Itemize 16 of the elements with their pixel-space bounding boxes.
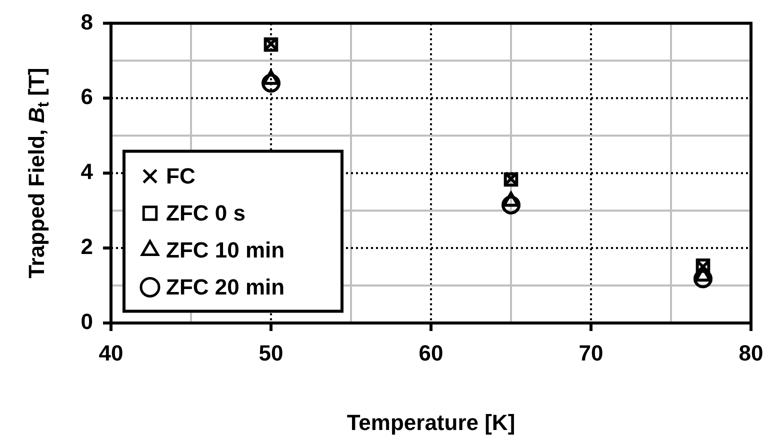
legend-label: ZFC 0 s: [166, 200, 246, 226]
x-tick-label: 70: [578, 340, 604, 366]
x-tick-label: 60: [418, 340, 444, 366]
legend-label: FC: [166, 163, 196, 188]
legend-label: ZFC 20 min: [166, 274, 285, 300]
x-tick-label: 40: [98, 340, 124, 366]
y-axis-title: Trapped Field, Bt [T]: [24, 68, 52, 278]
y-tick-label: 8: [80, 9, 93, 34]
x-tick-label: 80: [738, 340, 764, 366]
y-tick-label: 0: [80, 309, 93, 334]
x-tick-label: 50: [258, 340, 284, 366]
y-tick-label: 2: [80, 234, 93, 260]
x-axis-title: Temperature [K]: [346, 410, 516, 435]
y-tick-label: 6: [80, 84, 93, 110]
legend-label: ZFC 10 min: [166, 237, 285, 262]
y-tick-label: 4: [80, 159, 94, 184]
